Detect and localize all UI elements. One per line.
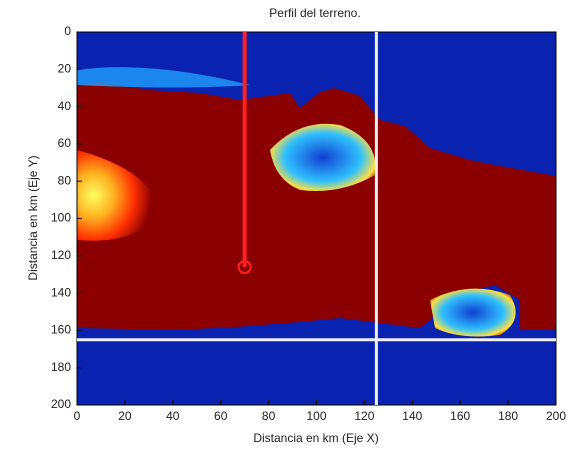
- y-tick-label: 180: [51, 360, 71, 374]
- y-tick-label: 140: [51, 285, 71, 299]
- y-axis-label: Distancia en km (Eje Y): [26, 155, 40, 280]
- profile-end-marker: [237, 259, 252, 274]
- y-tick-label: 160: [51, 323, 71, 337]
- x-axis-label: Distancia en km (Eje X): [253, 431, 378, 445]
- x-tick-label: 160: [450, 409, 470, 423]
- y-tick-label: 0: [64, 24, 71, 38]
- y-tick-label: 20: [58, 61, 72, 75]
- y-tick-label: 120: [51, 248, 71, 262]
- x-tick-label: 80: [262, 409, 276, 423]
- y-tick-label: 200: [51, 397, 71, 411]
- x-tick-label: 140: [402, 409, 422, 423]
- y-tick-label: 100: [51, 211, 71, 225]
- x-tick-label: 20: [118, 409, 132, 423]
- x-tick-label: 40: [166, 409, 180, 423]
- x-tick-label: 120: [354, 409, 374, 423]
- x-tick-label: 60: [214, 409, 228, 423]
- y-tick-label: 80: [58, 173, 72, 187]
- x-tick-label: 180: [498, 409, 518, 423]
- y-tick-label: 60: [58, 136, 72, 150]
- x-tick-label: 200: [546, 409, 566, 423]
- x-tick-label: 100: [306, 409, 326, 423]
- chart-title: Perfil del terreno.: [269, 6, 360, 20]
- terrain-image: [77, 32, 556, 405]
- y-tick-label: 40: [58, 99, 72, 113]
- x-tick-label: 0: [74, 409, 81, 423]
